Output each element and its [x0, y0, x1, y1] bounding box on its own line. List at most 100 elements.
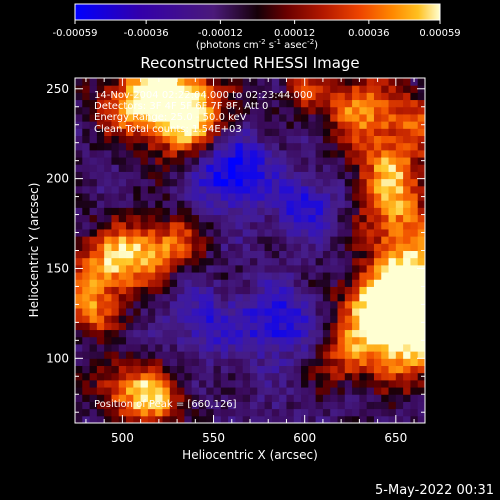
- heatmap-cell: [169, 300, 178, 309]
- heatmap-cell: [337, 272, 346, 280]
- heatmap-cell: [417, 142, 425, 151]
- heatmap-cell: [155, 365, 163, 374]
- heatmap-cell: [250, 171, 258, 180]
- heatmap-cell: [395, 365, 404, 374]
- heatmap-cell: [104, 264, 112, 273]
- heatmap-cell: [133, 221, 142, 230]
- heatmap-cell: [118, 315, 127, 323]
- heatmap-cell: [410, 401, 419, 410]
- heatmap-cell: [162, 149, 171, 158]
- heatmap-cell: [301, 387, 309, 395]
- heatmap-cell: [82, 178, 91, 187]
- heatmap-cell: [417, 394, 425, 402]
- heatmap-cell: [213, 149, 222, 158]
- heatmap-cell: [337, 286, 346, 295]
- heatmap-cell: [373, 358, 382, 366]
- heatmap-cell: [126, 135, 134, 144]
- heatmap-cell: [403, 85, 411, 93]
- heatmap-cell: [330, 135, 338, 144]
- heatmap-cell: [315, 408, 324, 417]
- heatmap-cell: [147, 250, 156, 259]
- heatmap-cell: [169, 135, 178, 144]
- heatmap-cell: [228, 379, 236, 388]
- heatmap-cell: [388, 221, 397, 230]
- heatmap-cell: [111, 394, 120, 402]
- heatmap-cell: [279, 171, 287, 180]
- heatmap-cell: [301, 193, 309, 201]
- heatmap-cell: [373, 85, 382, 93]
- heatmap-cell: [271, 415, 280, 423]
- heatmap-cell: [279, 78, 287, 86]
- heatmap-cell: [220, 157, 229, 165]
- heatmap-cell: [373, 243, 382, 251]
- heatmap-cell: [257, 365, 266, 374]
- heatmap-cell: [286, 121, 295, 129]
- heatmap-cell: [366, 200, 375, 208]
- heatmap-cell: [213, 264, 222, 273]
- heatmap-cell: [315, 308, 324, 316]
- heatmap-cell: [381, 171, 390, 180]
- heatmap-cell: [293, 343, 302, 352]
- heatmap-cell: [206, 372, 215, 381]
- heatmap-cell: [213, 243, 222, 251]
- heatmap-cell: [213, 92, 222, 101]
- heatmap-cell: [271, 164, 280, 172]
- heatmap-cell: [271, 351, 280, 359]
- heatmap-cell: [104, 135, 112, 144]
- heatmap-cell: [235, 415, 244, 423]
- heatmap-cell: [118, 121, 127, 129]
- heatmap-cell: [279, 113, 287, 122]
- heatmap-cell: [373, 185, 382, 194]
- heatmap-cell: [301, 365, 309, 374]
- heatmap-cell: [279, 358, 287, 366]
- heatmap-cell: [286, 185, 295, 194]
- heatmap-cell: [337, 142, 346, 151]
- heatmap-cell: [96, 315, 105, 323]
- heatmap-cell: [104, 343, 112, 352]
- heatmap-cell: [162, 121, 171, 129]
- heatmap-cell: [111, 336, 120, 345]
- heatmap-cell: [133, 279, 142, 287]
- heatmap-cell: [388, 185, 397, 194]
- heatmap-cell: [279, 343, 287, 352]
- heatmap-cell: [228, 236, 236, 244]
- heatmap-cell: [344, 272, 353, 280]
- heatmap-cell: [293, 279, 302, 287]
- heatmap-cell: [388, 300, 397, 309]
- heatmap-cell: [184, 336, 193, 345]
- heatmap-cell: [82, 250, 91, 259]
- heatmap-cell: [228, 264, 236, 273]
- heatmap-cell: [395, 178, 404, 187]
- heatmap-cell: [337, 372, 346, 381]
- heatmap-cell: [177, 257, 185, 266]
- heatmap-cell: [403, 394, 411, 402]
- heatmap-cell: [330, 264, 338, 273]
- heatmap-cell: [213, 171, 222, 180]
- heatmap-cell: [126, 250, 134, 259]
- heatmap-cell: [337, 193, 346, 201]
- heatmap-cell: [242, 85, 251, 93]
- heatmap-cell: [286, 372, 295, 381]
- heatmap-cell: [301, 236, 309, 244]
- heatmap-cell: [366, 214, 375, 223]
- heatmap-cell: [322, 135, 331, 144]
- heatmap-cell: [308, 92, 317, 101]
- heatmap-cell: [177, 207, 185, 216]
- heatmap-cell: [403, 308, 411, 316]
- heatmap-cell: [279, 300, 287, 309]
- heatmap-cell: [118, 185, 127, 194]
- heatmap-cell: [344, 99, 353, 108]
- heatmap-cell: [410, 372, 419, 381]
- heatmap-cell: [126, 236, 134, 244]
- heatmap-cell: [96, 135, 105, 144]
- heatmap-cell: [198, 408, 207, 417]
- heatmap-cell: [417, 164, 425, 172]
- heatmap-cell: [111, 250, 120, 259]
- heatmap-cell: [140, 415, 149, 423]
- heatmap-cell: [257, 121, 266, 129]
- heatmap-cell: [293, 372, 302, 381]
- heatmap-cell: [257, 329, 266, 338]
- heatmap-cell: [242, 164, 251, 172]
- heatmap-cell: [264, 92, 273, 101]
- heatmap-cell: [184, 207, 193, 216]
